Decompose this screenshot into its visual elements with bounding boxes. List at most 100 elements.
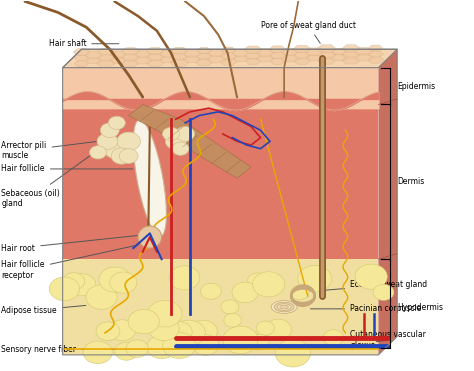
Ellipse shape (133, 120, 166, 236)
Circle shape (104, 138, 130, 159)
Circle shape (100, 123, 119, 138)
Circle shape (201, 283, 221, 299)
Circle shape (148, 301, 182, 327)
Polygon shape (269, 46, 286, 53)
Circle shape (86, 285, 117, 309)
Circle shape (192, 335, 219, 355)
Polygon shape (234, 56, 248, 62)
Circle shape (189, 320, 218, 342)
Circle shape (247, 335, 267, 350)
Circle shape (147, 335, 177, 359)
Polygon shape (135, 51, 151, 58)
Polygon shape (98, 54, 115, 61)
Polygon shape (97, 60, 115, 67)
Text: Sensory nerve fiber: Sensory nerve fiber (1, 345, 117, 354)
Circle shape (111, 148, 132, 164)
Polygon shape (98, 48, 114, 55)
Polygon shape (342, 56, 360, 64)
Text: Cutaneous vascular
plexus: Cutaneous vascular plexus (350, 331, 426, 350)
Text: Dermis: Dermis (397, 177, 424, 186)
Circle shape (251, 334, 269, 348)
Circle shape (99, 283, 118, 297)
Circle shape (176, 127, 195, 141)
Polygon shape (232, 49, 249, 56)
Circle shape (63, 273, 85, 290)
Circle shape (253, 272, 285, 297)
Circle shape (223, 326, 258, 354)
Polygon shape (183, 56, 200, 63)
Polygon shape (317, 51, 336, 59)
Text: Arrector pili
muscle: Arrector pili muscle (1, 136, 140, 160)
Circle shape (256, 321, 274, 335)
Polygon shape (294, 52, 310, 58)
Polygon shape (318, 57, 336, 64)
Circle shape (373, 284, 394, 301)
Polygon shape (122, 48, 139, 55)
Circle shape (109, 116, 125, 129)
Polygon shape (331, 49, 346, 55)
Ellipse shape (280, 305, 288, 309)
Circle shape (90, 146, 107, 159)
Circle shape (165, 322, 192, 343)
Circle shape (291, 285, 309, 299)
Circle shape (126, 340, 148, 357)
Polygon shape (146, 59, 164, 66)
Polygon shape (133, 56, 153, 64)
Text: Adipose tissue: Adipose tissue (1, 305, 86, 315)
Polygon shape (256, 49, 274, 56)
Polygon shape (159, 50, 175, 57)
Polygon shape (146, 47, 164, 55)
Polygon shape (207, 55, 226, 63)
Polygon shape (282, 49, 298, 56)
Polygon shape (354, 53, 373, 61)
Circle shape (99, 267, 131, 292)
Polygon shape (280, 54, 300, 62)
Circle shape (232, 282, 258, 303)
Circle shape (224, 313, 241, 327)
Polygon shape (208, 50, 224, 56)
Polygon shape (171, 47, 188, 54)
Circle shape (163, 332, 196, 358)
Polygon shape (160, 56, 175, 63)
Polygon shape (110, 57, 126, 63)
Polygon shape (85, 51, 102, 58)
Polygon shape (220, 52, 237, 59)
Polygon shape (305, 48, 324, 56)
Polygon shape (86, 58, 101, 63)
Circle shape (264, 319, 292, 340)
Polygon shape (197, 47, 211, 53)
Circle shape (83, 341, 112, 364)
Circle shape (275, 339, 310, 367)
Text: Pacinian corpuscle: Pacinian corpuscle (310, 304, 421, 313)
Circle shape (248, 273, 266, 288)
Circle shape (128, 309, 159, 334)
Polygon shape (170, 59, 189, 66)
Circle shape (165, 133, 186, 150)
Polygon shape (342, 45, 360, 52)
Polygon shape (245, 52, 261, 59)
Polygon shape (171, 53, 188, 60)
Circle shape (173, 320, 205, 346)
Polygon shape (128, 105, 251, 178)
Polygon shape (367, 51, 383, 57)
Text: Hair follicle
receptor: Hair follicle receptor (1, 245, 137, 280)
Text: Eccrine sweat gland: Eccrine sweat gland (325, 280, 427, 290)
Polygon shape (110, 51, 126, 58)
Circle shape (115, 342, 138, 360)
Circle shape (109, 320, 136, 341)
Circle shape (117, 132, 140, 151)
Circle shape (96, 322, 120, 341)
Ellipse shape (274, 302, 294, 312)
Circle shape (298, 266, 332, 292)
Text: Hair follicle: Hair follicle (1, 164, 133, 173)
Circle shape (110, 272, 137, 293)
Circle shape (67, 274, 96, 296)
Polygon shape (342, 50, 360, 58)
Polygon shape (246, 59, 260, 65)
Polygon shape (63, 68, 378, 105)
Circle shape (355, 264, 387, 289)
Circle shape (97, 133, 118, 150)
Circle shape (323, 330, 344, 346)
Polygon shape (146, 53, 164, 60)
Circle shape (169, 266, 200, 290)
